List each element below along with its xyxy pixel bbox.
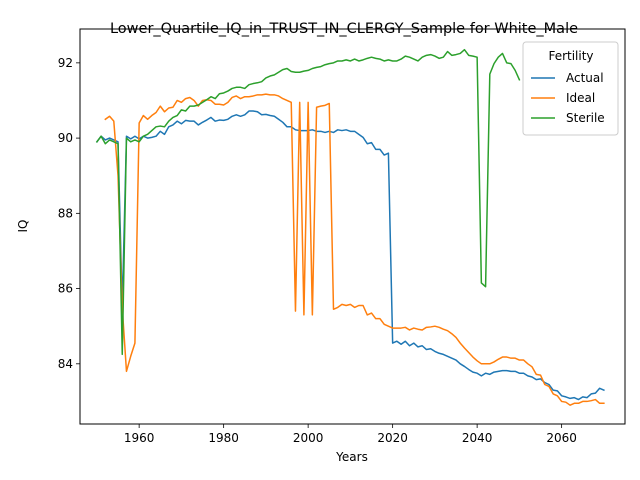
y-tick-label: 92 bbox=[58, 56, 73, 70]
x-tick-label: 1980 bbox=[208, 431, 239, 445]
legend-label-actual: Actual bbox=[566, 71, 604, 85]
x-tick-label: 1960 bbox=[124, 431, 155, 445]
y-tick-label: 90 bbox=[58, 131, 73, 145]
legend-items: Actual Ideal Sterile bbox=[531, 71, 605, 125]
series-line-sterile bbox=[95, 48, 521, 356]
x-tick-label: 2000 bbox=[293, 431, 324, 445]
y-axis: 84 86 88 90 92 bbox=[58, 56, 80, 371]
plot-series-group bbox=[95, 48, 605, 406]
series-line-ideal bbox=[104, 93, 605, 406]
y-tick-label: 86 bbox=[58, 282, 73, 296]
legend: Fertility Actual Ideal Sterile bbox=[522, 41, 619, 136]
y-axis-label: IQ bbox=[16, 220, 30, 233]
y-tick-label: 84 bbox=[58, 357, 73, 371]
x-tick-label: 2020 bbox=[377, 431, 408, 445]
x-tick-label: 2060 bbox=[546, 431, 577, 445]
legend-title: Fertility bbox=[548, 49, 593, 63]
plot-area-frame bbox=[79, 28, 626, 425]
x-axis-label: Years bbox=[335, 450, 368, 464]
legend-label-sterile: Sterile bbox=[566, 111, 605, 125]
y-tick-label: 88 bbox=[58, 206, 73, 220]
legend-box bbox=[522, 41, 619, 136]
x-axis: 1960 1980 2000 2020 2040 2060 bbox=[124, 424, 577, 445]
series-line-actual bbox=[95, 110, 605, 401]
x-tick-label: 2040 bbox=[462, 431, 493, 445]
legend-label-ideal: Ideal bbox=[566, 91, 595, 105]
